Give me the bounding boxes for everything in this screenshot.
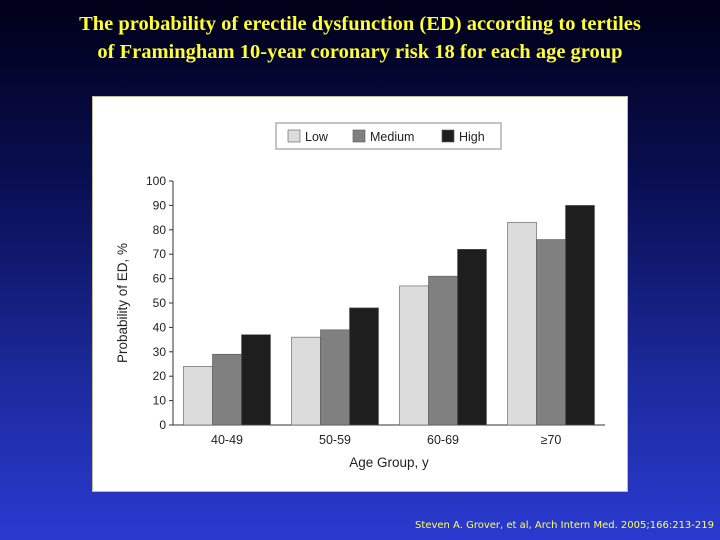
bar-medium-4	[536, 239, 566, 426]
x-tick-label: 60-69	[427, 433, 459, 447]
y-tick-label: 0	[159, 418, 166, 432]
y-tick-label: 70	[153, 247, 167, 261]
y-tick-label: 20	[153, 369, 167, 383]
y-tick-label: 10	[153, 394, 167, 408]
bar-high-3	[457, 249, 487, 426]
y-tick-label: 100	[146, 174, 166, 188]
bar-high-1	[241, 334, 271, 426]
bar-high-2	[349, 307, 379, 426]
y-tick-label: 90	[153, 198, 167, 212]
y-tick-label: 80	[153, 223, 167, 237]
y-tick-label: 50	[153, 296, 167, 310]
x-tick-label: 50-59	[319, 433, 351, 447]
x-axis-title: Age Group, y	[349, 455, 429, 470]
bar-low-4	[507, 222, 537, 426]
bar-medium-1	[212, 353, 242, 426]
bar-chart: 0 10 20 30 40 50 60 70 80 90 100 40-49 50-59 60-69 ≥70…	[115, 122, 605, 470]
bar-low-3	[399, 285, 429, 426]
slide-title: The probability of erectile dysfunction …	[0, 10, 720, 66]
legend-swatch-medium	[352, 129, 366, 143]
bar-low-2	[291, 336, 321, 426]
legend-label-low: Low	[305, 130, 329, 144]
citation: Steven A. Grover, et al, Arch Intern Med…	[415, 520, 714, 531]
bar-high-4	[565, 205, 595, 426]
x-tick-label: ≥70	[541, 433, 562, 447]
y-tick-label: 30	[153, 345, 167, 359]
bar-medium-2	[320, 329, 350, 426]
legend-label-medium: Medium	[370, 130, 414, 144]
title-line-2: of Framingham 10-year coronary risk 18 f…	[97, 41, 623, 63]
chart-panel: 0 10 20 30 40 50 60 70 80 90 100 40-49 50-59 60-69 ≥70…	[92, 96, 628, 492]
legend-box	[275, 122, 502, 150]
title-line-1: The probability of erectile dysfunction …	[79, 13, 641, 35]
x-tick-label: 40-49	[211, 433, 243, 447]
y-tick-label: 60	[153, 272, 167, 286]
y-axis-title: Probability of ED, %	[115, 243, 130, 363]
legend-label-high: High	[459, 130, 485, 144]
y-tick-label: 40	[153, 320, 167, 334]
legend-swatch-low	[287, 129, 301, 143]
legend-swatch-high	[441, 129, 455, 143]
bar-medium-3	[428, 275, 458, 426]
bar-low-1	[183, 366, 213, 426]
